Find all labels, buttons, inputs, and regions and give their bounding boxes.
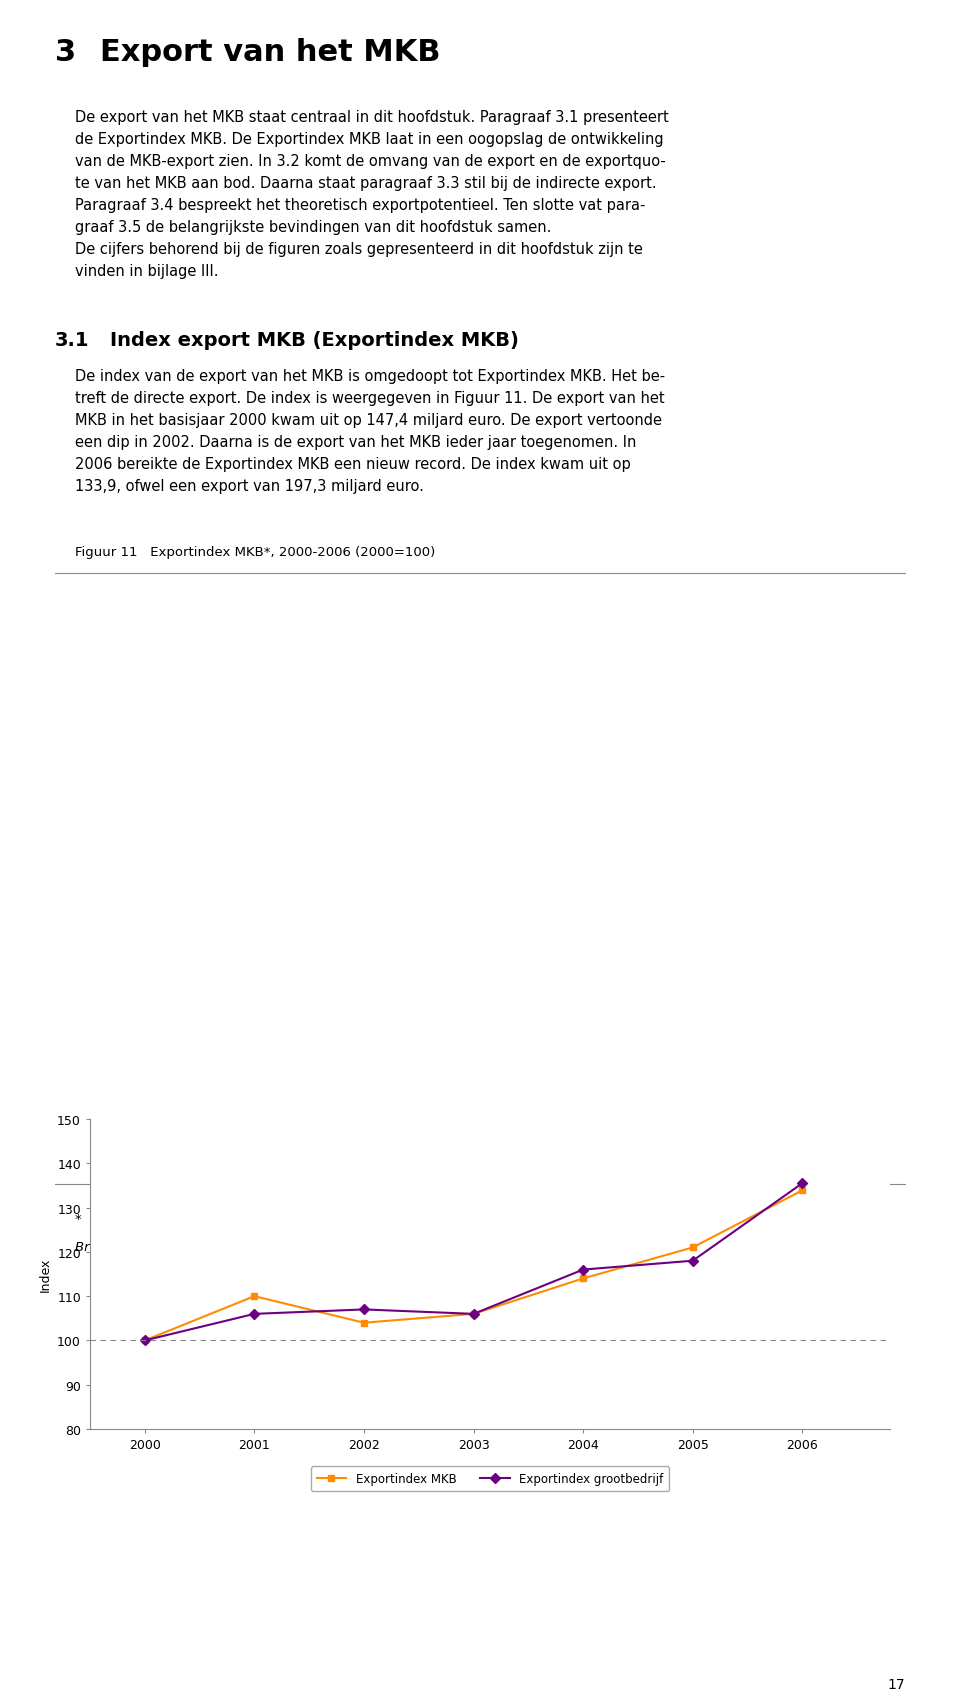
Exportindex MKB	[577, 1269, 588, 1289]
Text: *     De cijfers voor 2004, 2005 en 2006 hebben een voorlopig karakter.: * De cijfers voor 2004, 2005 en 2006 heb…	[75, 1212, 549, 1226]
Legend: Exportindex MKB, Exportindex grootbedrijf: Exportindex MKB, Exportindex grootbedrij…	[311, 1466, 669, 1492]
Text: vinden in bijlage III.: vinden in bijlage III.	[75, 264, 219, 280]
Text: MKB in het basisjaar 2000 kwam uit op 147,4 miljard euro. De export vertoonde: MKB in het basisjaar 2000 kwam uit op 14…	[75, 413, 662, 428]
Text: 3: 3	[55, 38, 76, 66]
Y-axis label: Index: Index	[38, 1257, 52, 1291]
Exportindex grootbedrijf	[358, 1299, 370, 1320]
Text: De export van het MKB staat centraal in dit hoofdstuk. Paragraaf 3.1 presenteert: De export van het MKB staat centraal in …	[75, 109, 669, 124]
Exportindex MKB	[139, 1330, 151, 1350]
Exportindex grootbedrijf	[249, 1304, 260, 1325]
Text: De index van de export van het MKB is omgedoopt tot Exportindex MKB. Het be-: De index van de export van het MKB is om…	[75, 368, 665, 384]
Text: Index export MKB (Exportindex MKB): Index export MKB (Exportindex MKB)	[110, 331, 518, 350]
Text: treft de directe export. De index is weergegeven in Figuur 11. De export van het: treft de directe export. De index is wee…	[75, 390, 664, 406]
Exportindex MKB	[249, 1286, 260, 1306]
Exportindex grootbedrijf	[468, 1304, 479, 1325]
Text: een dip in 2002. Daarna is de export van het MKB ieder jaar toegenomen. In: een dip in 2002. Daarna is de export van…	[75, 435, 636, 450]
Exportindex MKB	[687, 1238, 699, 1258]
Text: 17: 17	[887, 1678, 905, 1691]
Text: 133,9, ofwel een export van 197,3 miljard euro.: 133,9, ofwel een export van 197,3 miljar…	[75, 479, 424, 494]
Text: 2006 bereikte de Exportindex MKB een nieuw record. De index kwam uit op: 2006 bereikte de Exportindex MKB een nie…	[75, 457, 631, 472]
Text: Figuur 11   Exportindex MKB*, 2000-2006 (2000=100): Figuur 11 Exportindex MKB*, 2000-2006 (2…	[75, 546, 435, 559]
Exportindex grootbedrijf	[577, 1260, 588, 1280]
Exportindex MKB	[358, 1313, 370, 1333]
Line: Exportindex MKB: Exportindex MKB	[141, 1187, 805, 1344]
Text: te van het MKB aan bod. Daarna staat paragraaf 3.3 stil bij de indirecte export.: te van het MKB aan bod. Daarna staat par…	[75, 176, 657, 191]
Exportindex grootbedrijf	[797, 1173, 808, 1194]
Exportindex MKB	[797, 1180, 808, 1200]
Exportindex grootbedrijf	[687, 1251, 699, 1272]
Exportindex MKB	[468, 1304, 479, 1325]
Exportindex grootbedrijf	[139, 1330, 151, 1350]
Text: de Exportindex MKB. De Exportindex MKB laat in een oogopslag de ontwikkeling: de Exportindex MKB. De Exportindex MKB l…	[75, 131, 663, 147]
Text: Export van het MKB: Export van het MKB	[100, 38, 441, 66]
Text: graaf 3.5 de belangrijkste bevindingen van dit hoofdstuk samen.: graaf 3.5 de belangrijkste bevindingen v…	[75, 220, 551, 235]
Text: De cijfers behorend bij de figuren zoals gepresenteerd in dit hoofdstuk zijn te: De cijfers behorend bij de figuren zoals…	[75, 242, 643, 257]
Text: Bron: EIM op basis van ERBO, Productiestatistieken en Nationale Rekeningen.: Bron: EIM op basis van ERBO, Productiest…	[75, 1240, 590, 1253]
Text: Paragraaf 3.4 bespreekt het theoretisch exportpotentieel. Ten slotte vat para-: Paragraaf 3.4 bespreekt het theoretisch …	[75, 198, 645, 213]
Text: van de MKB-export zien. In 3.2 komt de omvang van de export en de exportquo-: van de MKB-export zien. In 3.2 komt de o…	[75, 153, 665, 169]
Line: Exportindex grootbedrijf: Exportindex grootbedrijf	[141, 1180, 805, 1344]
Text: 3.1: 3.1	[55, 331, 89, 350]
